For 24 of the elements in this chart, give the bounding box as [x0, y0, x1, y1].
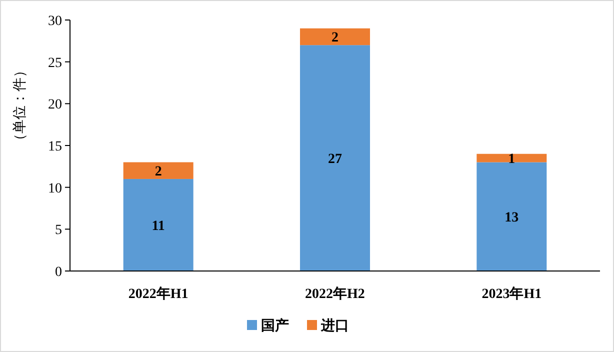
legend-label: 进口: [320, 318, 349, 334]
y-tick-label: 20: [48, 98, 62, 113]
y-tick-label: 5: [55, 223, 62, 238]
bar: [123, 178, 194, 271]
legend-label: 国产: [261, 317, 289, 334]
y-tick-label: 10: [48, 181, 62, 196]
data-label: 27: [328, 152, 342, 168]
bar: [300, 28, 370, 46]
x-tick-label: 2022年H2: [305, 286, 365, 302]
y-tick-label: 30: [48, 14, 62, 29]
bar: [123, 162, 194, 179]
data-label: 2: [332, 30, 338, 46]
data-label: 13: [504, 210, 519, 226]
y-axis-title: （单位：件）: [12, 64, 28, 148]
bar: [476, 154, 547, 162]
y-tick-label: 0: [55, 265, 62, 280]
data-label: 11: [152, 218, 165, 234]
x-tick-label: 2023年H1: [482, 286, 542, 302]
bar: [300, 45, 370, 271]
x-tick-label: 2022年H1: [128, 286, 188, 302]
bar: [476, 162, 547, 271]
y-tick-label: 25: [48, 56, 62, 71]
data-label: 2: [154, 164, 162, 180]
y-tick-label: 15: [48, 140, 62, 154]
